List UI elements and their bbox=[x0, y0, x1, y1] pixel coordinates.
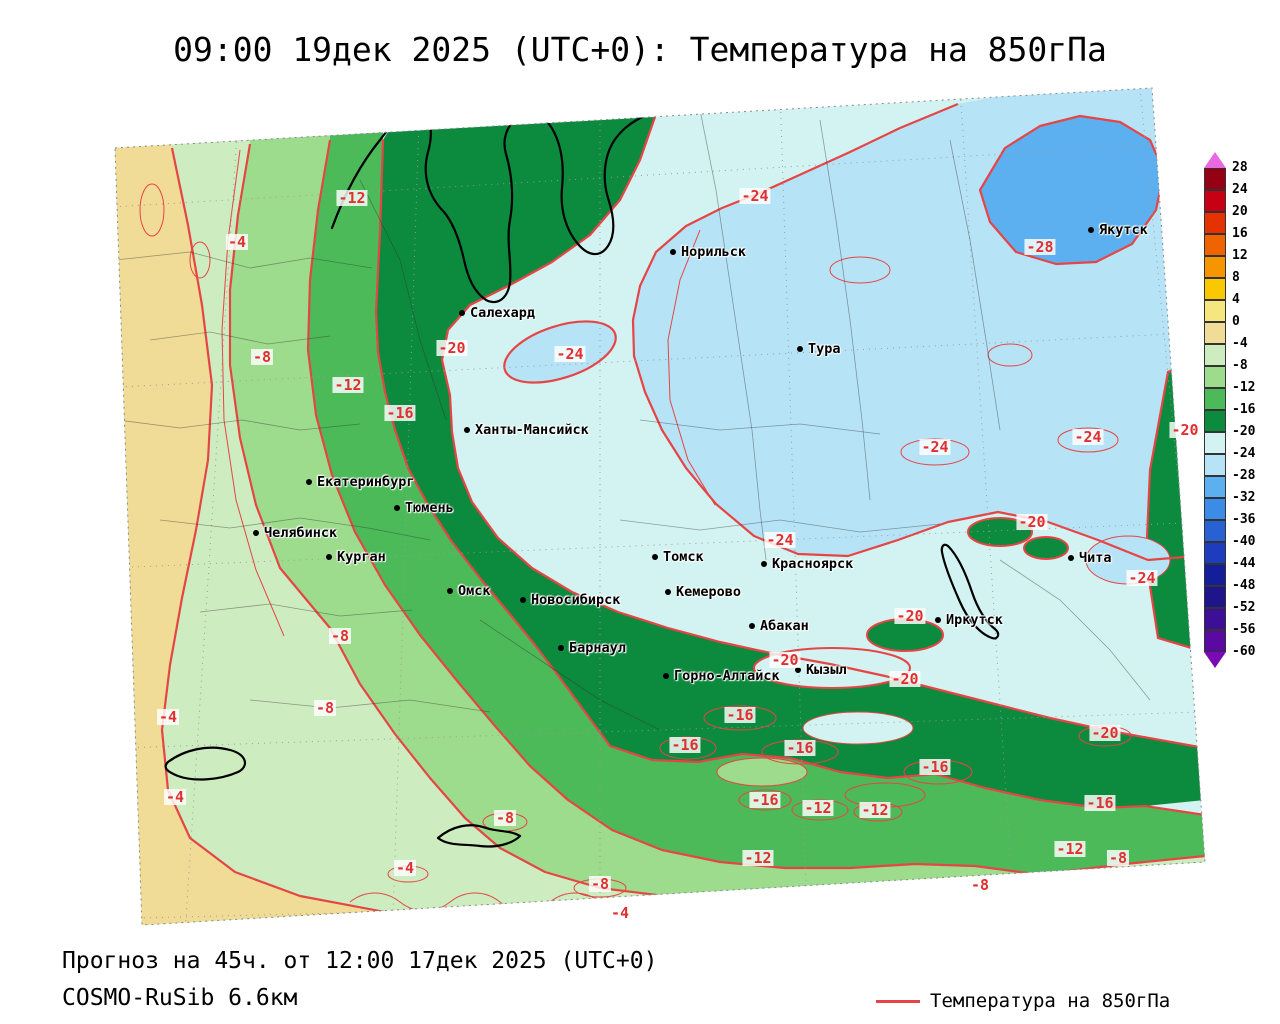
colorbar-tick: 28 bbox=[1232, 160, 1248, 175]
colorbar-segment bbox=[1204, 476, 1226, 498]
colorbar-tick: -60 bbox=[1232, 644, 1256, 659]
colorbar-tick: 16 bbox=[1232, 226, 1248, 241]
colorbar-segment bbox=[1204, 256, 1226, 278]
coastlines bbox=[164, 96, 1000, 848]
colorbar-segment bbox=[1204, 410, 1226, 432]
colorbar-segment bbox=[1204, 388, 1226, 410]
contour-minus12 bbox=[306, 139, 1205, 882]
lake-balkhash-outline bbox=[164, 746, 247, 781]
colorbar-segment bbox=[1204, 168, 1226, 190]
contour-minus20 bbox=[440, 116, 1205, 750]
colorbar-segment bbox=[1204, 520, 1226, 542]
colorbar-tick: -36 bbox=[1232, 512, 1256, 527]
field-blue-yakutsk-region bbox=[980, 116, 1164, 264]
field-dark-green-main bbox=[376, 117, 1205, 808]
colorbar-segment bbox=[1204, 322, 1226, 344]
field-green-patch bbox=[716, 757, 808, 787]
field-pale-green-band bbox=[115, 90, 1205, 925]
colorbar-arrow-up bbox=[1204, 152, 1226, 168]
colorbar-tick: -40 bbox=[1232, 534, 1256, 549]
colorbar-segment bbox=[1204, 542, 1226, 564]
legend-label: Температура на 850гПа bbox=[930, 990, 1171, 1012]
colorbar-segment bbox=[1204, 190, 1226, 212]
colorbar-segment bbox=[1204, 234, 1226, 256]
colorbar-tick: -44 bbox=[1232, 556, 1256, 571]
colorbar-segment bbox=[1204, 498, 1226, 520]
map-frame bbox=[114, 87, 1206, 926]
temperature-contour-legend-line bbox=[876, 999, 920, 1003]
colorbar-tick: -48 bbox=[1232, 578, 1256, 593]
colorbar-segment bbox=[1204, 212, 1226, 234]
colorbar-segment bbox=[1204, 630, 1226, 652]
colorbar-tick: -12 bbox=[1232, 380, 1256, 395]
colorbar-tick: 24 bbox=[1232, 182, 1248, 197]
field-dark-green-blob bbox=[866, 618, 944, 652]
colorbar-segment bbox=[1204, 366, 1226, 388]
model-info: COSMO-RuSib 6.6км bbox=[62, 985, 298, 1011]
field-dark-green-blob bbox=[1023, 536, 1069, 560]
admin-boundaries bbox=[115, 109, 1151, 731]
colorbar-tick: 12 bbox=[1232, 248, 1248, 263]
colorbar-segment bbox=[1204, 608, 1226, 630]
colorbar-segment bbox=[1204, 454, 1226, 476]
colorbar-segment bbox=[1204, 432, 1226, 454]
colorbar-segment bbox=[1204, 344, 1226, 366]
map-clip-group bbox=[115, 88, 1205, 925]
colorbar-tick: -20 bbox=[1232, 424, 1256, 439]
map-legend: Температура на 850гПа bbox=[876, 990, 1170, 1012]
lake-baikal bbox=[940, 543, 1000, 640]
colorbar-tick: -4 bbox=[1232, 336, 1248, 351]
lake-zaysan-outline bbox=[436, 824, 522, 848]
colorbar-tick: -24 bbox=[1232, 446, 1256, 461]
colorbar-tick: -32 bbox=[1232, 490, 1256, 505]
colorbar-tick: -8 bbox=[1232, 358, 1248, 373]
colorbar-segment bbox=[1204, 300, 1226, 322]
colorbar-tick: 8 bbox=[1232, 270, 1240, 285]
colorbar-segment bbox=[1204, 586, 1226, 608]
colorbar-tick: 0 bbox=[1232, 314, 1240, 329]
kara-sea-coastline bbox=[330, 96, 718, 304]
colorbar-arrow-down bbox=[1204, 652, 1226, 668]
colorbar-tick: -56 bbox=[1232, 622, 1256, 637]
forecast-info: Прогноз на 45ч. от 12:00 17дек 2025 (UTC… bbox=[62, 948, 658, 974]
colorbar-tick: -28 bbox=[1232, 468, 1256, 483]
colorbar-tick: -16 bbox=[1232, 402, 1256, 417]
page-title: 09:00 19дек 2025 (UTC+0): Температура на… bbox=[173, 30, 1107, 69]
colorbar-tick: -52 bbox=[1232, 600, 1256, 615]
colorbar-segment bbox=[1204, 278, 1226, 300]
colorbar-tick: 4 bbox=[1232, 292, 1240, 307]
field-basin-patch bbox=[802, 711, 914, 745]
temperature-colorbar: 28 24 20 16 12 8 4 0 -4 -8 -12 -16 -20 -24 -28 -32 -36 -4… bbox=[1204, 152, 1274, 692]
field-dark-green-blob bbox=[967, 517, 1033, 547]
colorbar-tick: 20 bbox=[1232, 204, 1248, 219]
colorbar-segment bbox=[1204, 564, 1226, 586]
